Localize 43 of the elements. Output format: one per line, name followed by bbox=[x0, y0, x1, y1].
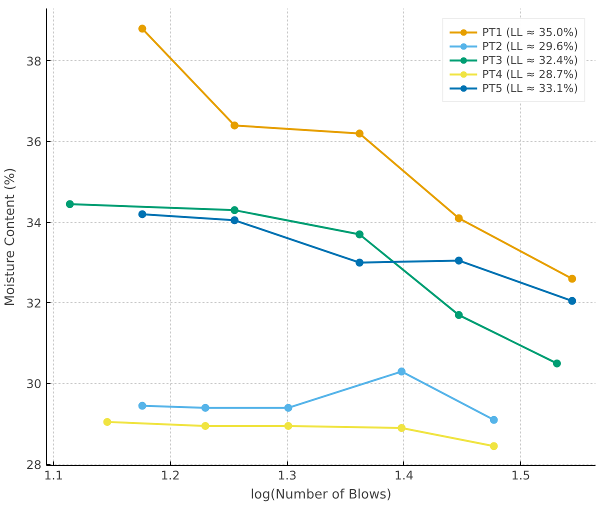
point bbox=[398, 424, 406, 432]
point bbox=[552, 359, 561, 368]
y-tick-label: 30 bbox=[26, 377, 42, 392]
point bbox=[230, 216, 239, 224]
point bbox=[201, 404, 210, 412]
point bbox=[568, 296, 576, 305]
x-axis-title: log(Number of Blows) bbox=[250, 488, 392, 502]
point bbox=[138, 402, 146, 410]
point bbox=[103, 418, 112, 426]
y-tick-label: 28 bbox=[26, 458, 42, 472]
x-tick-label: 1.1 bbox=[44, 468, 64, 482]
point bbox=[230, 206, 239, 214]
point bbox=[490, 416, 498, 424]
point bbox=[66, 200, 74, 208]
y-tick-label: 36 bbox=[26, 135, 42, 150]
x-tick-label: 1.2 bbox=[160, 468, 180, 482]
legend-label: PT5 (LL ≈ 33.1%) bbox=[482, 81, 578, 95]
point bbox=[138, 210, 146, 218]
y-tick-label: 38 bbox=[26, 54, 42, 68]
point bbox=[454, 311, 463, 320]
legend-label: PT3 (LL ≈ 32.4%) bbox=[482, 53, 578, 67]
legend-label: PT1 (LL ≈ 35.0%) bbox=[482, 25, 578, 39]
point bbox=[356, 130, 364, 138]
point bbox=[230, 121, 239, 130]
point bbox=[284, 422, 292, 430]
x-tick-label: 1.4 bbox=[394, 468, 414, 482]
y-tick-label: 34 bbox=[26, 216, 42, 230]
y-tick-label: 32 bbox=[26, 296, 42, 310]
point bbox=[490, 442, 498, 450]
point bbox=[201, 422, 210, 430]
point bbox=[356, 258, 364, 267]
point bbox=[398, 368, 406, 376]
legend-label: PT4 (LL ≈ 28.7%) bbox=[482, 67, 578, 81]
point bbox=[284, 404, 292, 412]
point bbox=[568, 274, 576, 283]
x-tick-label: 1.3 bbox=[278, 468, 297, 482]
x-tick-label: 1.5 bbox=[511, 468, 530, 482]
y-axis-title: Moisture Content (%) bbox=[3, 168, 18, 306]
point bbox=[138, 24, 146, 33]
point bbox=[454, 256, 463, 265]
point bbox=[454, 214, 463, 222]
legend-label: PT2 (LL ≈ 29.6%) bbox=[482, 39, 578, 53]
point bbox=[356, 230, 364, 238]
